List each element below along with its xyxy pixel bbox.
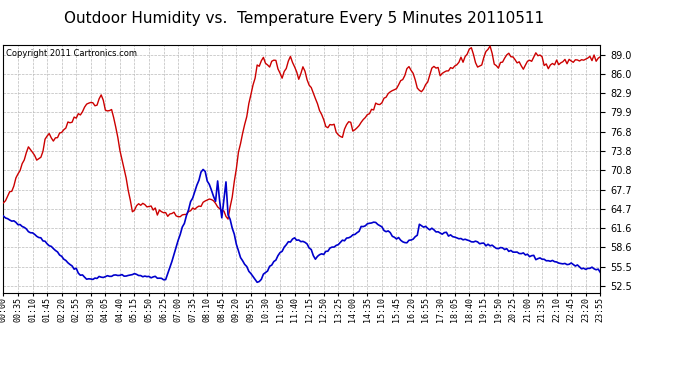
Text: Copyright 2011 Cartronics.com: Copyright 2011 Cartronics.com [6, 49, 137, 58]
Text: Outdoor Humidity vs.  Temperature Every 5 Minutes 20110511: Outdoor Humidity vs. Temperature Every 5… [63, 11, 544, 26]
